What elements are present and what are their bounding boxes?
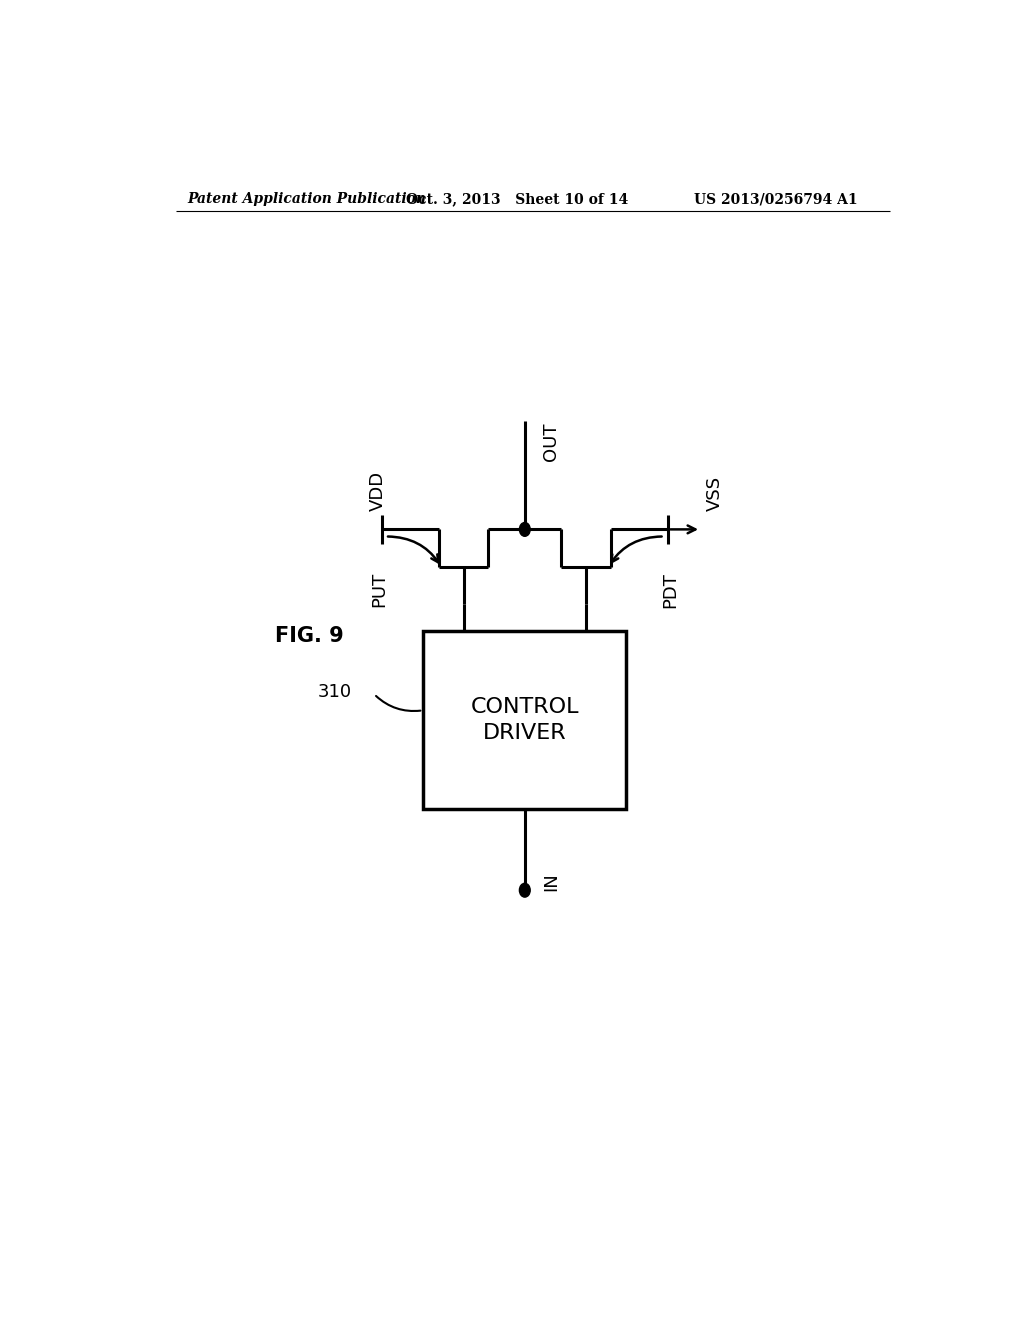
- Text: PUT: PUT: [371, 572, 388, 607]
- Text: US 2013/0256794 A1: US 2013/0256794 A1: [694, 191, 858, 206]
- Text: VSS: VSS: [707, 477, 724, 511]
- Text: FIG. 9: FIG. 9: [274, 626, 343, 645]
- Text: CONTROL
DRIVER: CONTROL DRIVER: [471, 697, 579, 743]
- Text: VDD: VDD: [369, 471, 387, 511]
- Text: IN: IN: [543, 873, 560, 891]
- Bar: [423, 631, 627, 809]
- Text: PDT: PDT: [662, 572, 679, 609]
- Text: Oct. 3, 2013   Sheet 10 of 14: Oct. 3, 2013 Sheet 10 of 14: [406, 191, 628, 206]
- Text: Patent Application Publication: Patent Application Publication: [187, 191, 427, 206]
- Circle shape: [519, 883, 530, 898]
- Text: 310: 310: [317, 682, 352, 701]
- Text: OUT: OUT: [543, 422, 560, 461]
- Circle shape: [519, 523, 530, 536]
